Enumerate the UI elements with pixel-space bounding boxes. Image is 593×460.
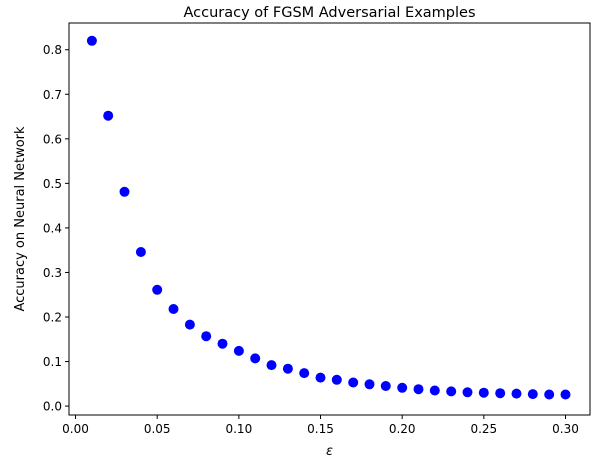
- data-point: [184, 319, 195, 330]
- y-tick-label: 0.4: [43, 221, 62, 235]
- x-tick-label: 0.25: [470, 422, 497, 436]
- y-tick-label: 0.0: [43, 400, 62, 414]
- data-points: [86, 35, 571, 400]
- y-tick-label: 0.5: [43, 177, 62, 191]
- data-point: [527, 389, 538, 400]
- data-point: [250, 353, 261, 364]
- data-point: [266, 360, 277, 371]
- y-axis-label: Accuracy on Neural Network: [13, 126, 28, 312]
- y-tick-label: 0.1: [43, 355, 62, 369]
- data-point: [119, 186, 130, 197]
- data-point: [86, 35, 97, 46]
- x-tick-label: 0.20: [389, 422, 416, 436]
- data-point: [152, 284, 163, 295]
- data-point: [560, 389, 571, 400]
- y-axis-ticks: 0.0 0.1 0.2 0.3 0.4 0.5 0.6 0.7 0.8: [43, 43, 69, 414]
- data-point: [446, 386, 457, 397]
- plot-frame: [68, 22, 591, 416]
- data-point: [135, 247, 146, 257]
- data-point: [380, 381, 391, 391]
- data-point: [544, 389, 555, 400]
- data-point: [331, 374, 342, 385]
- x-axis-ticks: 0.00 0.05 0.10 0.15 0.20 0.25 0.30: [62, 415, 579, 436]
- x-tick-label: 0.15: [307, 422, 334, 436]
- data-point: [348, 377, 359, 388]
- data-point: [168, 304, 179, 314]
- plot-background: [69, 23, 590, 415]
- y-tick-label: 0.8: [43, 43, 62, 57]
- data-point: [299, 368, 310, 379]
- data-point: [429, 385, 440, 396]
- data-point: [201, 331, 212, 342]
- x-tick-label: 0.30: [552, 422, 579, 436]
- data-point: [217, 338, 228, 349]
- data-point: [462, 387, 473, 398]
- y-tick-label: 0.7: [43, 88, 62, 102]
- data-point: [413, 384, 424, 395]
- x-tick-label: 0.00: [62, 422, 89, 436]
- x-tick-label: 0.10: [225, 422, 252, 436]
- data-point: [233, 345, 244, 356]
- data-point: [364, 379, 375, 390]
- data-point: [315, 372, 326, 383]
- data-point: [511, 388, 522, 399]
- y-tick-label: 0.3: [43, 266, 62, 280]
- data-point: [397, 382, 408, 393]
- data-point: [495, 388, 506, 399]
- y-tick-label: 0.6: [43, 132, 62, 146]
- x-axis-label: ε: [326, 444, 333, 459]
- y-tick-label: 0.2: [43, 311, 62, 325]
- x-tick-label: 0.05: [144, 422, 171, 436]
- chart-title: Accuracy of FGSM Adversarial Examples: [183, 5, 475, 21]
- data-point: [103, 110, 114, 121]
- data-point: [478, 387, 489, 398]
- data-point: [282, 363, 293, 374]
